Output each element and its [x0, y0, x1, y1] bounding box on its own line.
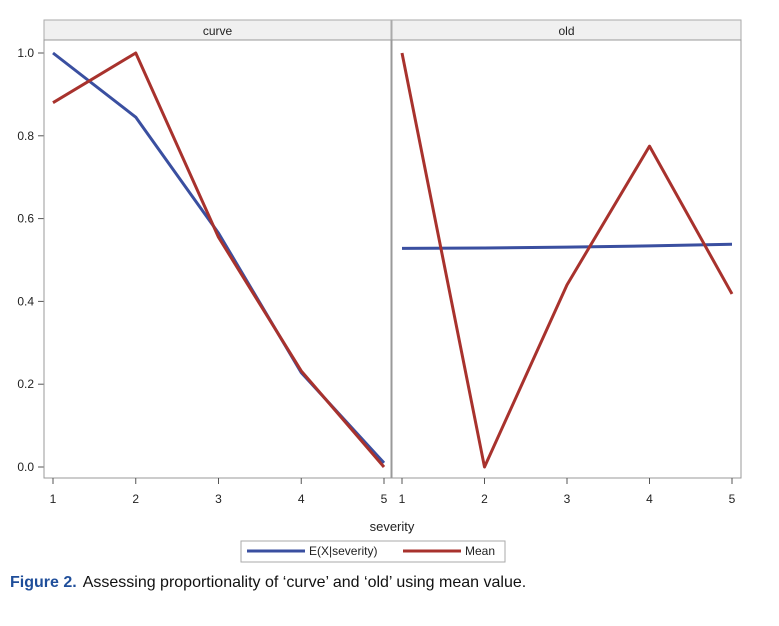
- x-tick-label: 3: [215, 492, 222, 506]
- series-line-expected-x: [52, 51, 386, 464]
- x-tick-label: 2: [132, 492, 139, 506]
- x-tick-label: 4: [298, 492, 305, 506]
- y-tick-label: 0.4: [17, 294, 34, 308]
- legend-label: E(X|severity): [309, 544, 377, 558]
- figure-caption-text: Assessing proportionality of ‘curve’ and…: [82, 574, 527, 591]
- x-tick-label: 4: [646, 492, 653, 506]
- figure-caption: Figure 2. Assessing proportionality of ‘c…: [10, 574, 770, 592]
- legend: E(X|severity) Mean: [240, 540, 506, 563]
- figure-caption-label: Figure 2.: [10, 574, 77, 591]
- y-tick-label: 0.6: [17, 212, 34, 226]
- y-tick-label: 0.8: [17, 129, 34, 143]
- series-line-mean: [52, 51, 386, 468]
- x-tick-label: 1: [399, 492, 406, 506]
- panel-title: curve: [203, 24, 233, 38]
- x-axis-title: severity: [370, 519, 415, 534]
- series-line-mean: [400, 52, 734, 469]
- series-line-expected-x: [401, 242, 733, 250]
- y-tick-label: 0.0: [17, 460, 34, 474]
- legend-label: Mean: [465, 544, 495, 558]
- panel-title: old: [558, 24, 574, 38]
- y-tick-label: 0.2: [17, 377, 34, 391]
- legend-box: [240, 540, 506, 563]
- panel-frame: [43, 39, 392, 479]
- y-tick-label: 1.0: [17, 46, 34, 60]
- x-tick-label: 1: [50, 492, 57, 506]
- x-tick-label: 5: [381, 492, 388, 506]
- x-tick-label: 2: [481, 492, 488, 506]
- x-tick-label: 3: [564, 492, 571, 506]
- x-tick-label: 5: [729, 492, 736, 506]
